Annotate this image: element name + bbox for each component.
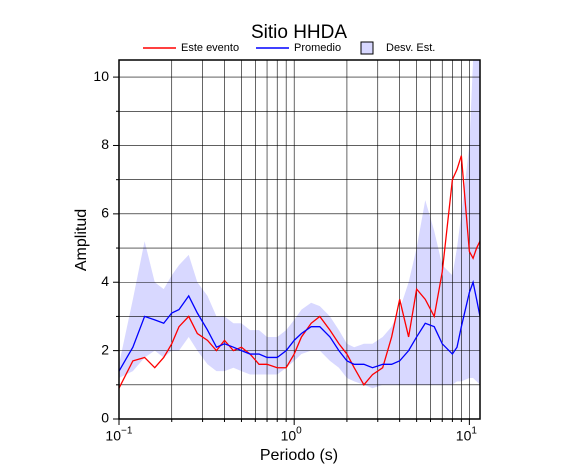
y-tick-label: 10 xyxy=(93,68,109,84)
legend-swatch xyxy=(360,41,374,55)
x-axis-label: Periodo (s) xyxy=(260,447,338,464)
x-tick-exponent: −1 xyxy=(121,426,133,437)
y-tick-label: 4 xyxy=(101,273,109,289)
series-line xyxy=(119,279,480,372)
chart-title: Sitio HHDA xyxy=(251,22,347,43)
x-tick-label: 10 xyxy=(105,428,121,444)
legend-label: Este evento xyxy=(181,42,239,54)
y-tick-label: 2 xyxy=(101,341,109,357)
x-tick-exponent: 1 xyxy=(471,426,477,437)
x-tick-label: 10 xyxy=(281,428,297,444)
legend-label: Promedio xyxy=(294,42,341,54)
y-axis-label: Amplitud xyxy=(73,209,90,271)
plot-frame xyxy=(118,59,481,420)
x-tick-label: 10 xyxy=(456,428,472,444)
y-tick-label: 8 xyxy=(101,136,109,152)
legend-label: Desv. Est. xyxy=(386,42,435,54)
x-tick-exponent: 0 xyxy=(296,426,302,437)
y-tick-label: 6 xyxy=(101,205,109,221)
y-tick-label: 0 xyxy=(101,410,109,426)
series-line xyxy=(119,155,480,389)
std-band xyxy=(119,60,480,389)
